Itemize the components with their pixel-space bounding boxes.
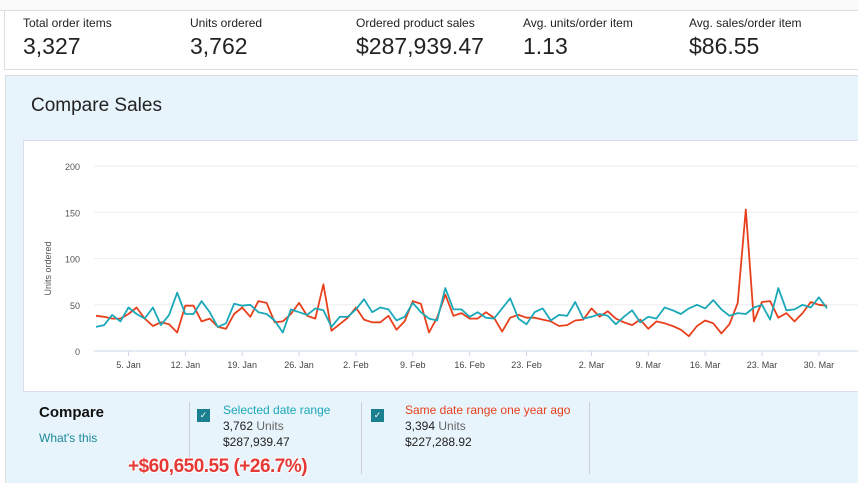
x-tick-label: 16. Mar [690,360,721,370]
previous-range-label: Same date range one year ago [405,403,571,417]
selected-range-legend: Selected date range 3,762 Units $287,939… [223,402,353,450]
kpi-label: Ordered product sales [356,16,475,30]
x-tick-label: 30. Mar [804,360,835,370]
check-icon: ✓ [199,410,208,420]
difference-annotation: +$60,650.55 (+26.7%) [128,456,308,477]
compare-sales-panel: Compare Sales 0 50 100 150 200 Units ordered 5… [5,75,858,483]
previous-range-legend: Same date range one year ago 3,394 Units… [405,402,575,450]
whats-this-link[interactable]: What's this [39,431,98,445]
kpi-label: Total order items [23,16,112,30]
divider [189,402,190,474]
x-tick-label: 26. Jan [284,360,314,370]
kpi-value: 3,327 [23,33,81,59]
selected-range-checkbox[interactable]: ✓ [197,409,210,422]
kpi-avg-sales: Avg. sales/order item $86.55 [689,16,802,60]
x-tick-label: 9. Mar [636,360,662,370]
x-tick-label: 2. Mar [579,360,605,370]
units-ordered-chart: 0 50 100 150 200 Units ordered 5. Jan 12. Jan 19… [43,162,858,370]
panel-title: Compare Sales [31,95,162,116]
kpi-value: $86.55 [689,33,760,59]
selected-sales: $287,939.47 [223,435,290,449]
units-label: Units [256,419,284,433]
kpi-avg-units: Avg. units/order item 1.13 [523,16,633,60]
chart-container: 0 50 100 150 200 Units ordered 5. Jan 12. Jan 19… [23,140,858,392]
x-tick-label: 23. Mar [747,360,778,370]
kpi-label: Avg. units/order item [523,16,633,30]
divider [361,402,362,474]
kpi-ordered-product-sales: Ordered product sales $287,939.47 [356,16,484,60]
x-tick-label: 5. Jan [116,360,141,370]
top-bar [0,0,858,11]
y-tick-label: 200 [65,162,80,172]
units-label: Units [438,419,466,433]
x-tick-label: 9. Feb [400,360,426,370]
divider [589,402,590,474]
series-line-selected [95,287,828,334]
x-tick-label: 2. Feb [343,360,369,370]
kpi-value: $287,939.47 [356,33,484,59]
x-tick-label: 23. Feb [511,360,542,370]
kpi-value: 1.13 [523,33,568,59]
selected-range-label: Selected date range [223,403,331,417]
x-tick-label: 19. Jan [227,360,257,370]
series-line-previous [95,208,828,338]
compare-heading: Compare [39,404,105,421]
y-axis-label: Units ordered [43,241,53,295]
y-tick-label: 100 [65,255,80,265]
x-tick-label: 16. Feb [454,360,485,370]
kpi-strip: Total order items 3,327 Units ordered 3,76… [4,11,858,70]
kpi-total-order-items: Total order items 3,327 [23,16,112,60]
previous-units: 3,394 [405,419,436,433]
y-tick-label: 50 [70,301,80,311]
kpi-label: Avg. sales/order item [689,16,802,30]
kpi-units-ordered: Units ordered 3,762 [190,16,262,60]
y-tick-label: 0 [75,347,80,357]
previous-sales: $227,288.92 [405,435,472,449]
selected-units: 3,762 [223,419,254,433]
y-tick-label: 150 [65,208,80,218]
previous-range-checkbox[interactable]: ✓ [371,409,384,422]
x-tick-label: 12. Jan [171,360,201,370]
kpi-value: 3,762 [190,33,248,59]
check-icon: ✓ [373,410,382,420]
kpi-label: Units ordered [190,16,263,30]
